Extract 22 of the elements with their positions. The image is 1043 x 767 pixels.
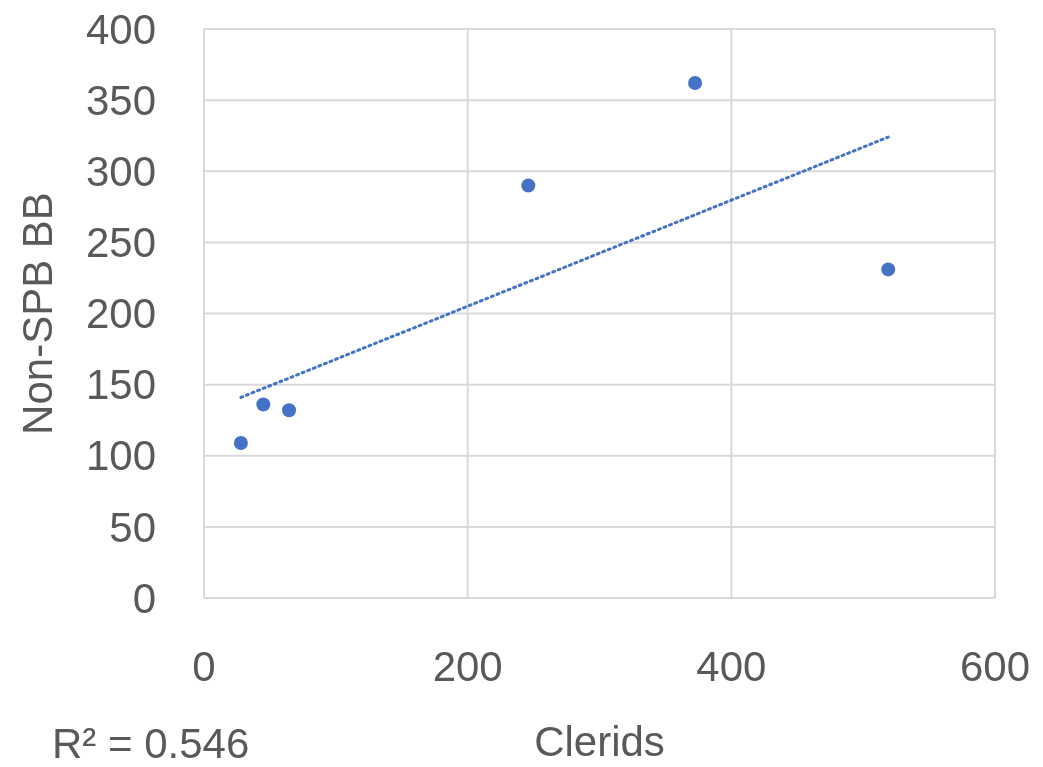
x-tick-label: 200 bbox=[432, 643, 503, 690]
point bbox=[688, 76, 703, 91]
y-tick-label: 350 bbox=[85, 76, 156, 124]
y-tick-label: 300 bbox=[85, 147, 156, 195]
point bbox=[256, 397, 271, 412]
x-tick-label: 400 bbox=[696, 643, 767, 690]
y-tick-label: 200 bbox=[85, 290, 156, 338]
point bbox=[233, 435, 248, 450]
text: R² = 0.546 bbox=[52, 720, 250, 767]
x-tick-label: 0 bbox=[192, 643, 216, 690]
x-axis-title: Clerids bbox=[534, 718, 665, 765]
y-tick-label: 400 bbox=[85, 5, 156, 53]
point bbox=[881, 262, 896, 277]
y-tick-label: 100 bbox=[85, 432, 156, 480]
y-tick-label: 0 bbox=[132, 574, 156, 622]
y-tick-label: 150 bbox=[85, 361, 156, 409]
point bbox=[282, 403, 297, 418]
y-axis-title: Non-SPB BB bbox=[14, 192, 61, 435]
x-tick-label: 600 bbox=[959, 643, 1031, 690]
y-tick-label: 250 bbox=[85, 219, 156, 267]
y-tick-label: 50 bbox=[109, 503, 156, 551]
point bbox=[521, 178, 536, 193]
